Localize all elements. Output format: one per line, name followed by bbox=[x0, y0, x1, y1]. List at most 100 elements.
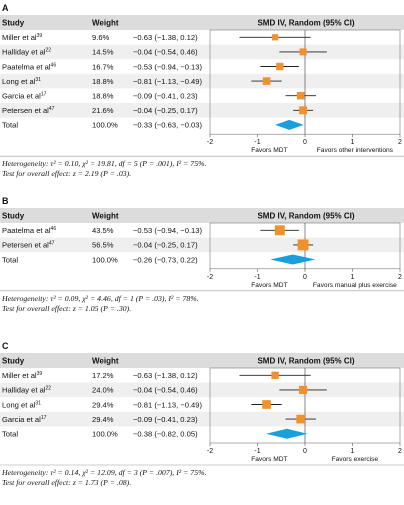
header-study: Study bbox=[2, 19, 25, 28]
study-ci-text: −0.53 (−0.94, −0.13) bbox=[133, 226, 203, 235]
axis-tick-label: -1 bbox=[254, 139, 260, 146]
study-weight: 18.8% bbox=[92, 92, 114, 101]
header-band bbox=[0, 15, 404, 30]
study-name: Halliday et al22 bbox=[2, 48, 51, 57]
axis-tick-label: 0 bbox=[303, 448, 307, 455]
header-effect: SMD IV, Random (95% CI) bbox=[257, 212, 354, 221]
effect-square bbox=[271, 371, 279, 379]
pooled-diamond bbox=[275, 119, 304, 130]
header-effect: SMD IV, Random (95% CI) bbox=[257, 357, 354, 366]
heterogeneity-text: Heterogeneity: τ² = 0.10, χ² = 19.81, df… bbox=[1, 159, 207, 168]
total-ci-text: −0.26 (−0.73, 0.22) bbox=[133, 255, 198, 264]
study-weight: 29.4% bbox=[92, 415, 114, 424]
overall-effect-text: Test for overall effect: z = 1.05 (P = .… bbox=[2, 304, 131, 313]
axis-tick-label: 2 bbox=[398, 448, 402, 455]
study-ci-text: −0.04 (−0.25, 0.17) bbox=[133, 106, 198, 115]
total-label: Total bbox=[2, 255, 18, 264]
effect-square bbox=[299, 106, 308, 115]
study-ref: 47 bbox=[49, 106, 55, 112]
favors-left-label: Favors MDT bbox=[251, 282, 287, 289]
effect-square bbox=[299, 48, 307, 56]
study-name: Petersen et al47 bbox=[2, 241, 55, 250]
effect-square bbox=[296, 91, 305, 100]
study-ci-text: −0.63 (−1.38, 0.12) bbox=[133, 371, 198, 380]
study-weight: 14.5% bbox=[92, 48, 114, 57]
favors-right-label: Favors manual plus exercise bbox=[313, 282, 397, 289]
study-ref: 39 bbox=[37, 371, 43, 377]
total-ci-text: −0.38 (−0.82, 0.05) bbox=[133, 430, 198, 439]
row-shade bbox=[0, 382, 404, 398]
total-ci-text: −0.33 (−0.63, −0.03) bbox=[133, 121, 203, 130]
row-shade bbox=[0, 237, 404, 253]
total-weight: 100.0% bbox=[92, 255, 118, 264]
effect-square bbox=[299, 385, 308, 394]
study-ci-text: −0.04 (−0.54, 0.46) bbox=[133, 386, 198, 395]
study-weight: 18.8% bbox=[92, 77, 114, 86]
axis-tick-label: -2 bbox=[207, 139, 213, 146]
study-ci-text: −0.53 (−0.94, −0.13) bbox=[133, 62, 203, 71]
axis-tick-label: 0 bbox=[303, 139, 307, 146]
study-ref: 22 bbox=[45, 386, 51, 392]
study-weight: 17.2% bbox=[92, 371, 114, 380]
axis-tick-label: -2 bbox=[207, 274, 213, 281]
total-weight: 100.0% bbox=[92, 430, 118, 439]
axis-tick-label: 1 bbox=[351, 448, 355, 455]
study-ref: 47 bbox=[49, 241, 55, 247]
effect-square bbox=[271, 34, 279, 41]
study-weight: 9.6% bbox=[92, 33, 110, 42]
total-label: Total bbox=[2, 430, 18, 439]
axis-tick-label: 1 bbox=[351, 139, 355, 146]
header-band bbox=[0, 208, 404, 223]
study-ref: 31 bbox=[35, 400, 41, 406]
study-ci-text: −0.81 (−1.13, −0.49) bbox=[133, 400, 203, 409]
axis-tick-label: 1 bbox=[351, 274, 355, 281]
header-effect: SMD IV, Random (95% CI) bbox=[257, 19, 354, 28]
total-weight: 100.0% bbox=[92, 121, 118, 130]
header-study: Study bbox=[2, 212, 25, 221]
study-ref: 31 bbox=[35, 77, 41, 83]
study-ref: 46 bbox=[51, 226, 57, 232]
favors-left-label: Favors MDT bbox=[251, 456, 287, 463]
study-name: Halliday et al22 bbox=[2, 386, 51, 395]
study-weight: 24.0% bbox=[92, 386, 114, 395]
study-ref: 17 bbox=[41, 92, 47, 98]
row-shade bbox=[0, 73, 404, 89]
study-ref: 17 bbox=[41, 415, 47, 421]
study-name: Garcia et al17 bbox=[2, 415, 47, 424]
study-ci-text: −0.09 (−0.41, 0.23) bbox=[133, 415, 198, 424]
row-shade bbox=[0, 103, 404, 118]
study-name: Long et al31 bbox=[2, 400, 41, 409]
study-ci-text: −0.63 (−1.38, 0.12) bbox=[133, 33, 198, 42]
panel-label: A bbox=[2, 3, 9, 13]
study-ci-text: −0.81 (−1.13, −0.49) bbox=[133, 77, 203, 86]
study-ref: 46 bbox=[51, 62, 57, 68]
axis-tick-label: -1 bbox=[254, 274, 260, 281]
effect-square bbox=[297, 239, 309, 251]
study-name: Miller et al39 bbox=[2, 33, 42, 42]
study-weight: 16.7% bbox=[92, 62, 114, 71]
overall-effect-text: Test for overall effect: z = 2.19 (P = .… bbox=[2, 169, 131, 178]
header-weight: Weight bbox=[92, 357, 119, 366]
header-weight: Weight bbox=[92, 212, 119, 221]
study-ci-text: −0.09 (−0.41, 0.23) bbox=[133, 92, 198, 101]
study-weight: 29.4% bbox=[92, 400, 114, 409]
study-weight: 21.6% bbox=[92, 106, 114, 115]
favors-right-label: Favors exercise bbox=[332, 456, 379, 463]
study-name: Paatelma et al46 bbox=[2, 62, 56, 71]
study-name: Paatelma et al46 bbox=[2, 226, 56, 235]
favors-right-label: Favors other interventions bbox=[317, 147, 394, 154]
axis-tick-label: -2 bbox=[207, 448, 213, 455]
total-label: Total bbox=[2, 121, 18, 130]
study-name: Garcia et al17 bbox=[2, 92, 47, 101]
study-weight: 56.5% bbox=[92, 241, 114, 250]
pooled-diamond bbox=[270, 254, 316, 265]
effect-square bbox=[296, 414, 306, 424]
pooled-diamond bbox=[266, 428, 308, 439]
effect-square bbox=[276, 62, 284, 71]
header-band bbox=[0, 353, 404, 368]
row-shade bbox=[0, 44, 404, 60]
overall-effect-text: Test for overall effect: z = 1.73 (P = .… bbox=[2, 478, 131, 487]
effect-square bbox=[262, 400, 271, 409]
axis-tick-label: 2 bbox=[398, 139, 402, 146]
